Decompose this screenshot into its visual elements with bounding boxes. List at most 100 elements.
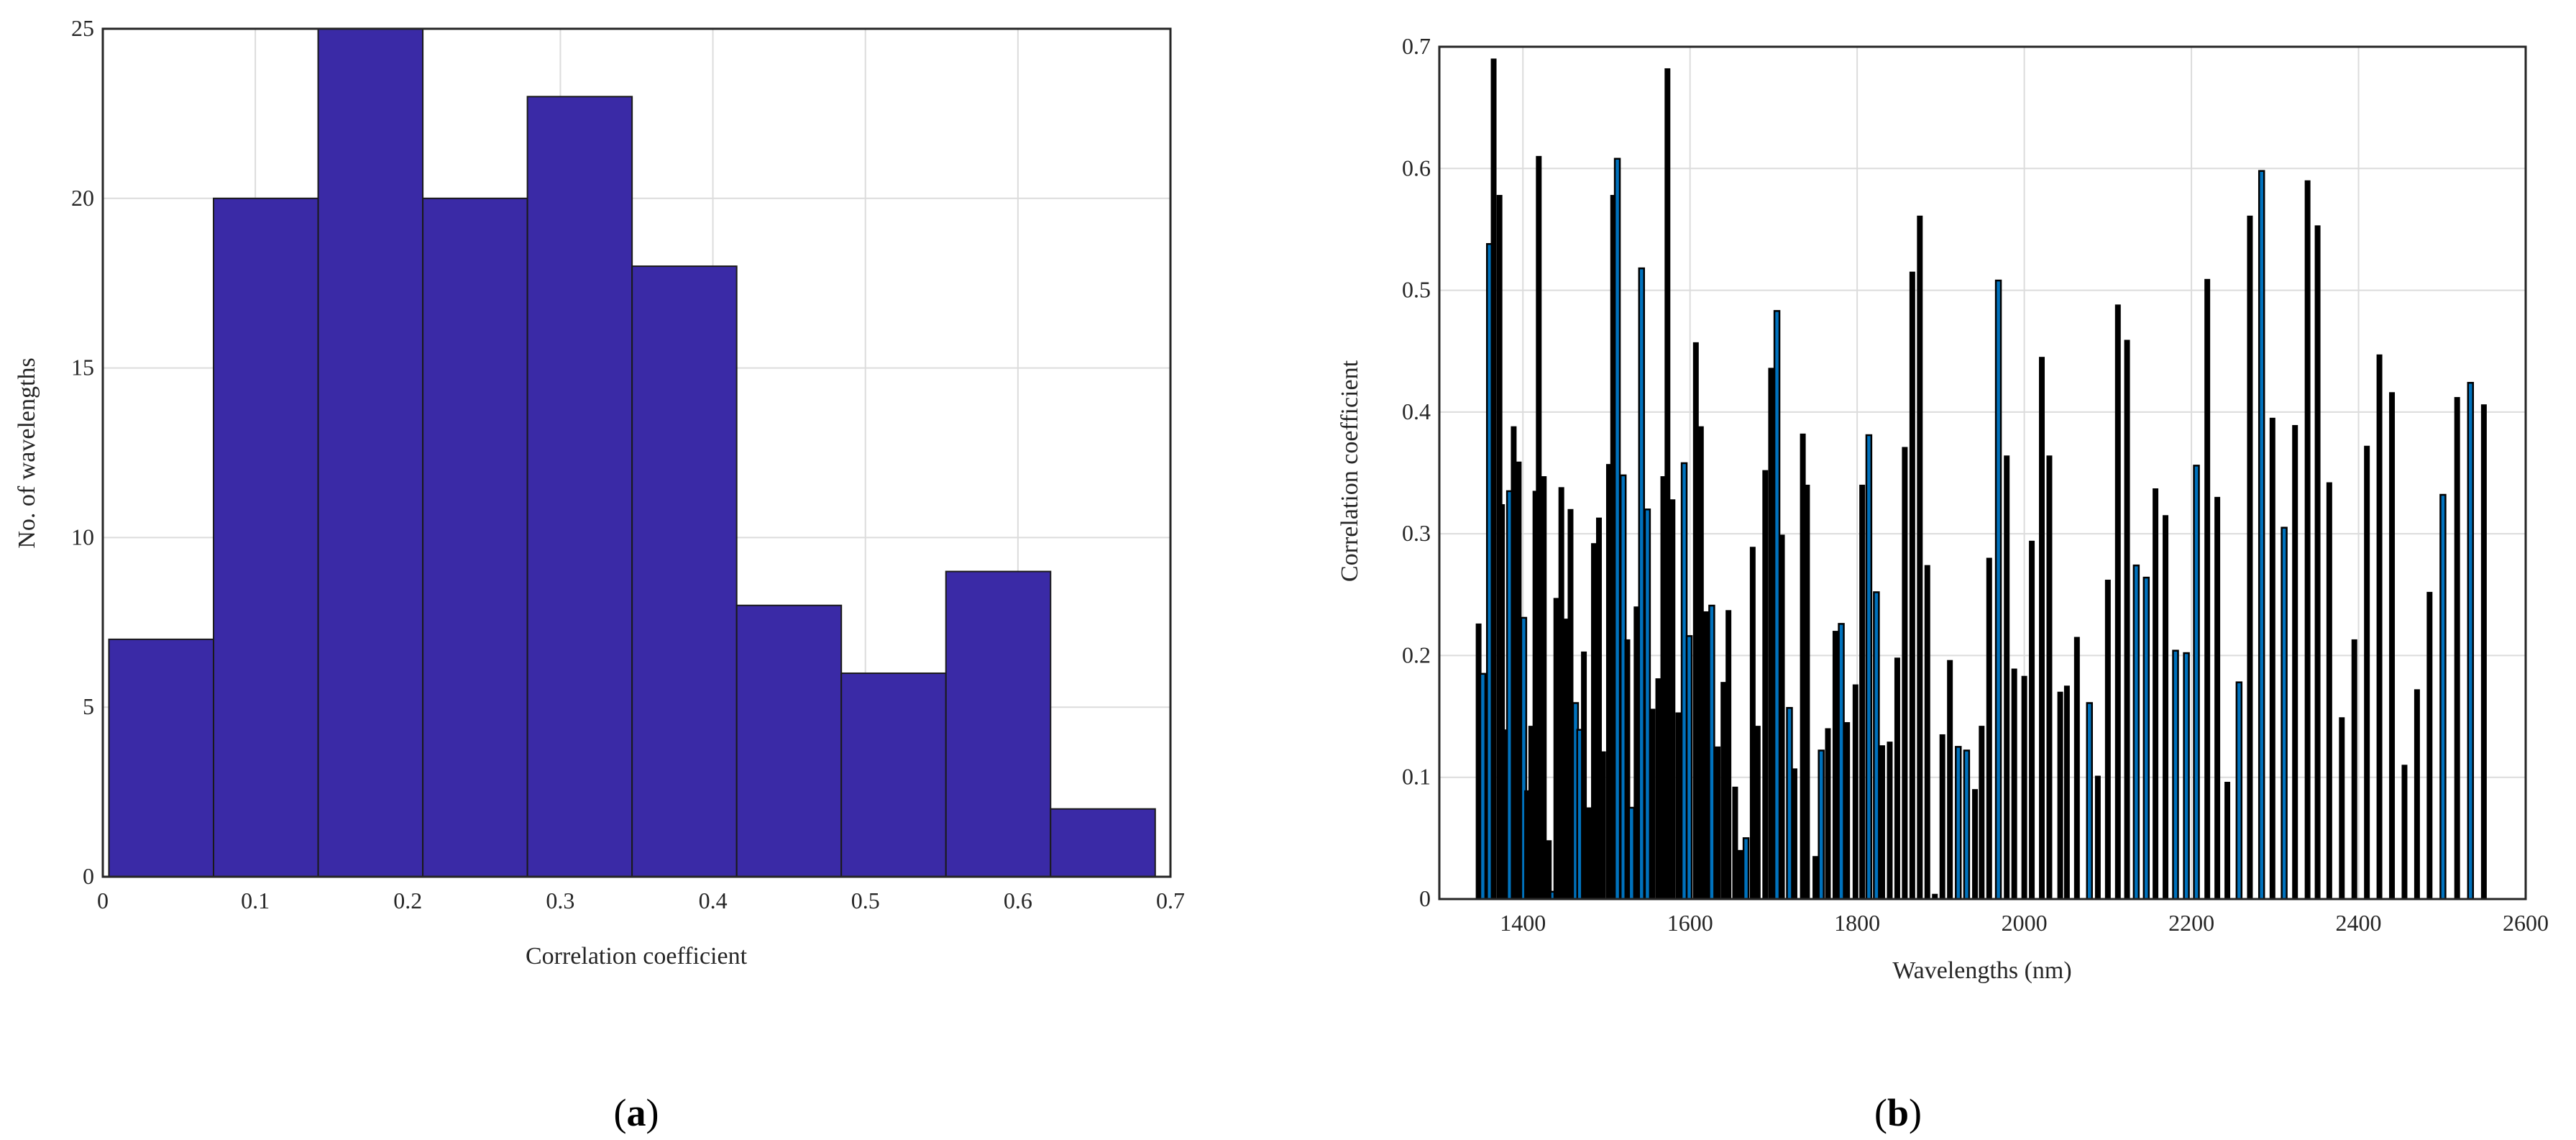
highlighted-bar xyxy=(1786,706,1793,900)
highlighted-bar xyxy=(1742,837,1750,900)
bar xyxy=(2224,781,2231,900)
bar xyxy=(1546,840,1552,900)
bar xyxy=(1986,557,1992,900)
bar xyxy=(2304,180,2311,900)
bar xyxy=(2021,675,2027,900)
bar xyxy=(1655,678,1661,900)
bar xyxy=(2454,397,2460,900)
panel-b-y-tick-label: 0.4 xyxy=(1402,398,1431,424)
panel-b-x-tick-label: 1800 xyxy=(1834,910,1880,936)
panel-b-x-tick-label: 1400 xyxy=(1500,910,1546,936)
panel-a-xlabel: Correlation coefficient xyxy=(526,943,748,970)
bar xyxy=(1852,684,1858,900)
highlighted-bar xyxy=(1479,672,1487,900)
bar xyxy=(1812,856,1819,900)
bar xyxy=(2204,278,2211,900)
bar xyxy=(1511,426,1517,900)
bar xyxy=(1791,768,1797,900)
bar xyxy=(1553,598,1559,900)
histogram-bar xyxy=(631,265,738,877)
highlighted-bar xyxy=(2086,702,2094,900)
panel-b-y-tick-label: 0.2 xyxy=(1402,642,1431,667)
highlighted-bar xyxy=(2235,681,2243,900)
bar xyxy=(1581,651,1587,900)
highlighted-bar xyxy=(1963,749,1971,900)
bar xyxy=(2046,455,2053,900)
panel-a-x-tick-label: 0.5 xyxy=(851,888,880,913)
bar xyxy=(2153,488,2159,900)
bar xyxy=(1979,726,1985,900)
highlighted-bar xyxy=(1865,434,1873,900)
bar xyxy=(2480,404,2487,900)
highlighted-bar xyxy=(1818,749,1825,900)
bar xyxy=(1737,849,1743,900)
panel-b-x-tick-label: 2200 xyxy=(2168,910,2214,936)
bar xyxy=(1749,547,1756,900)
bar xyxy=(1558,487,1564,900)
histogram-bar xyxy=(108,638,215,877)
highlighted-bar xyxy=(1773,310,1781,900)
bar xyxy=(1490,58,1497,900)
panel-b-y-tick-label: 0.3 xyxy=(1402,520,1431,546)
histogram-bar xyxy=(1050,808,1156,878)
panel-a-y-tick-label: 5 xyxy=(83,693,94,719)
panel-b-axes-frame xyxy=(1438,45,2527,900)
bar xyxy=(1924,565,1930,900)
panel-a-y-tick-label: 20 xyxy=(71,185,94,211)
highlighted-bar xyxy=(1873,591,1880,900)
panel-a-y-tick-label: 25 xyxy=(71,15,94,41)
highlighted-bar xyxy=(1685,635,1693,900)
bar xyxy=(1702,611,1709,900)
highlighted-bar xyxy=(1638,267,1646,900)
highlighted-bar xyxy=(1708,604,1715,900)
bar xyxy=(1832,631,1838,900)
bar xyxy=(1859,484,1866,900)
bar xyxy=(2414,689,2420,900)
histogram-bar xyxy=(213,197,319,877)
panel-a-y-tick-label: 15 xyxy=(71,355,94,380)
bar xyxy=(2063,685,2070,900)
highlighted-bar xyxy=(2193,465,2200,900)
panel-a-ylabel: No. of wavelengths xyxy=(14,357,40,548)
bar xyxy=(1715,746,1721,900)
panel-b-y-tick-label: 0 xyxy=(1419,885,1431,911)
panel-a-y-tick-label: 0 xyxy=(83,863,94,889)
highlighted-bar xyxy=(1644,509,1651,900)
bar xyxy=(2039,357,2045,900)
bar xyxy=(1887,742,1893,900)
bar xyxy=(1754,726,1761,900)
bar xyxy=(1972,789,1979,900)
bar xyxy=(1762,470,1769,900)
panel-b-y-tick-label: 0.1 xyxy=(1402,764,1431,790)
panel-b-x-tick-label: 2600 xyxy=(2503,910,2549,936)
bar xyxy=(2351,639,2357,900)
histogram-bar xyxy=(317,28,424,877)
highlighted-bar xyxy=(1613,158,1621,900)
bar xyxy=(1825,728,1831,900)
highlighted-bar xyxy=(2132,564,2140,900)
panel-a-x-tick-label: 0.4 xyxy=(699,888,728,913)
bar xyxy=(1591,543,1598,900)
bar xyxy=(1586,807,1592,900)
panel-a-x-tick-label: 0.2 xyxy=(393,888,422,913)
bar xyxy=(2163,515,2169,900)
bar xyxy=(1541,476,1547,900)
panel-a-x-tick-label: 0.1 xyxy=(241,888,270,913)
bar xyxy=(1902,447,1908,900)
panel-a-letter: a xyxy=(627,1091,646,1134)
bar-chart-panel-b: 1400 1600 1800 2000 2200 2400 2600 0 0.1 0.2 0.3 0.… xyxy=(1402,33,2549,936)
bar xyxy=(2314,225,2321,900)
bar xyxy=(1917,215,1923,900)
bar xyxy=(2104,579,2111,900)
bar xyxy=(2401,765,2408,900)
bar xyxy=(2339,717,2345,900)
panel-b-letter: b xyxy=(1887,1091,1909,1134)
panel-a-x-tick-label: 0.6 xyxy=(1004,888,1032,913)
bar xyxy=(1804,484,1810,900)
bar xyxy=(1536,155,1542,900)
panel-a-x-tick-label: 0.3 xyxy=(546,888,574,913)
bar xyxy=(1725,610,1732,900)
bar xyxy=(2214,496,2221,900)
bar xyxy=(1732,786,1738,900)
panel-b-ylabel: Correlation coefficient xyxy=(1337,360,1363,582)
